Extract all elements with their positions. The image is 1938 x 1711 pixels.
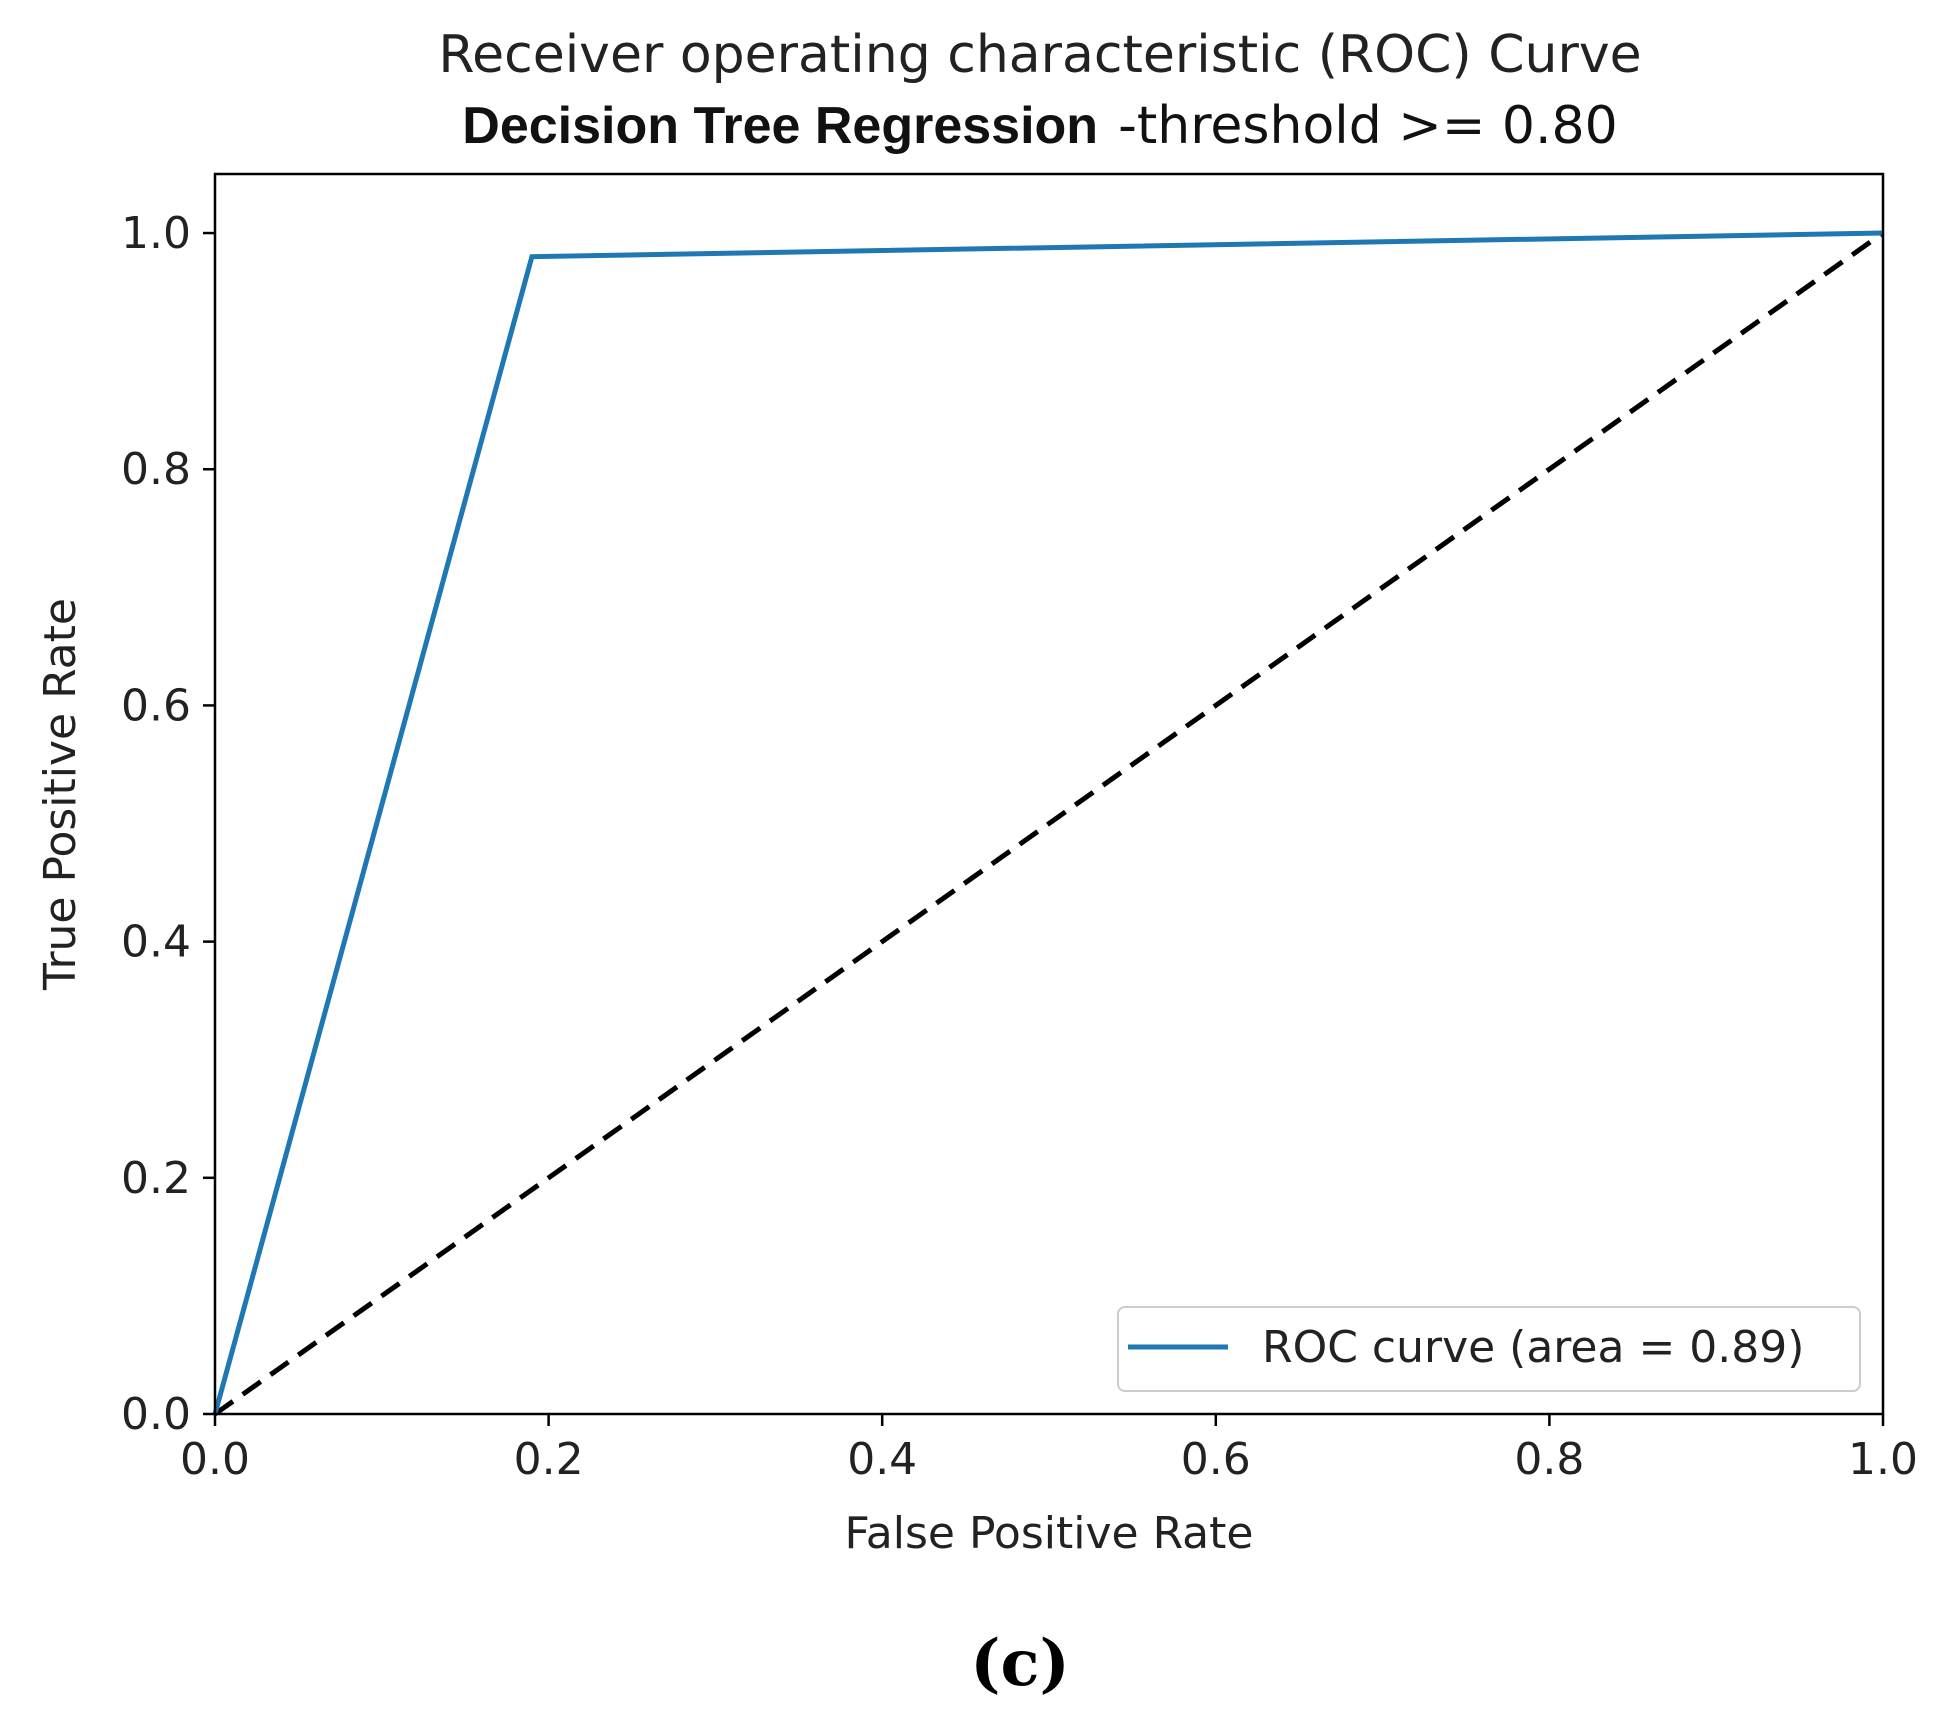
x-tick-label: 0.4 bbox=[847, 1434, 917, 1485]
axes-frame bbox=[213, 172, 1885, 1416]
legend-label: ROC curve (area = 0.89) bbox=[1262, 1322, 1804, 1373]
chart-subtitle: Decision Tree Regression -threshold >= 0.… bbox=[462, 96, 1617, 156]
x-tick-label: 1.0 bbox=[1848, 1434, 1918, 1485]
legend: ROC curve (area = 0.89) bbox=[1117, 1306, 1861, 1392]
x-axis-ticks: 0.0 0.2 0.4 0.6 0.8 1.0 bbox=[180, 1414, 1918, 1485]
x-axis-label: False Positive Rate bbox=[845, 1508, 1254, 1559]
x-tick-label: 0.2 bbox=[514, 1434, 584, 1485]
legend-box bbox=[1117, 1306, 1861, 1392]
x-tick-label: 0.6 bbox=[1181, 1434, 1251, 1485]
y-axis-ticks: 0.0 0.2 0.4 0.6 0.8 1.0 bbox=[121, 208, 215, 1440]
y-tick-label: 1.0 bbox=[121, 208, 191, 259]
y-tick-label: 0.0 bbox=[121, 1389, 191, 1440]
y-axis-label: True Positive Rate bbox=[35, 598, 86, 991]
figure-caption: (c) bbox=[970, 1626, 1070, 1701]
plot-area bbox=[212, 230, 1885, 1417]
subtitle-bold: Decision Tree Regression bbox=[462, 97, 1098, 155]
chance-line bbox=[213, 231, 1885, 1417]
y-tick-label: 0.8 bbox=[121, 444, 191, 495]
y-tick-label: 0.4 bbox=[121, 917, 191, 968]
chart-title: Receiver operating characteristic (ROC) … bbox=[438, 25, 1641, 85]
x-tick-label: 0.0 bbox=[180, 1434, 250, 1485]
subtitle-rest: -threshold >= 0.80 bbox=[1118, 96, 1618, 156]
y-tick-label: 0.2 bbox=[121, 1153, 191, 1204]
y-tick-label: 0.6 bbox=[121, 680, 191, 731]
x-tick-label: 0.8 bbox=[1514, 1434, 1584, 1485]
roc-curve-line bbox=[212, 230, 1884, 1415]
